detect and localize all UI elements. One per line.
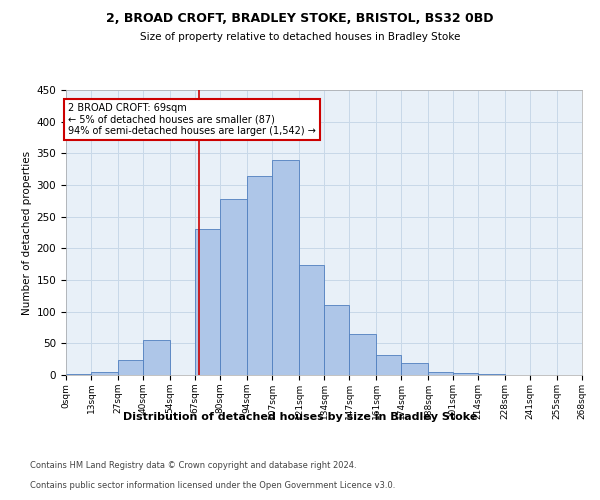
Bar [91,372,118,375]
Bar [66,374,91,375]
Bar [195,228,220,375]
Text: Size of property relative to detached houses in Bradley Stoke: Size of property relative to detached ho… [140,32,460,42]
Text: 2 BROAD CROFT: 69sqm
← 5% of detached houses are smaller (87)
94% of semi-detach: 2 BROAD CROFT: 69sqm ← 5% of detached ho… [68,102,316,136]
Bar [478,374,505,375]
Text: Contains public sector information licensed under the Open Government Licence v3: Contains public sector information licen… [30,481,395,490]
Bar [247,176,272,375]
Bar [376,356,401,375]
Bar [324,306,349,375]
Bar [428,372,453,375]
Text: 2, BROAD CROFT, BRADLEY STOKE, BRISTOL, BS32 0BD: 2, BROAD CROFT, BRADLEY STOKE, BRISTOL, … [106,12,494,26]
Bar [272,160,299,375]
Bar [118,360,143,375]
Bar [299,265,324,375]
Text: Contains HM Land Registry data © Crown copyright and database right 2024.: Contains HM Land Registry data © Crown c… [30,461,356,470]
Y-axis label: Number of detached properties: Number of detached properties [22,150,32,314]
Bar [453,373,478,375]
Text: Distribution of detached houses by size in Bradley Stoke: Distribution of detached houses by size … [123,412,477,422]
Bar [220,199,247,375]
Bar [349,334,376,375]
Bar [401,363,428,375]
Bar [143,340,170,375]
